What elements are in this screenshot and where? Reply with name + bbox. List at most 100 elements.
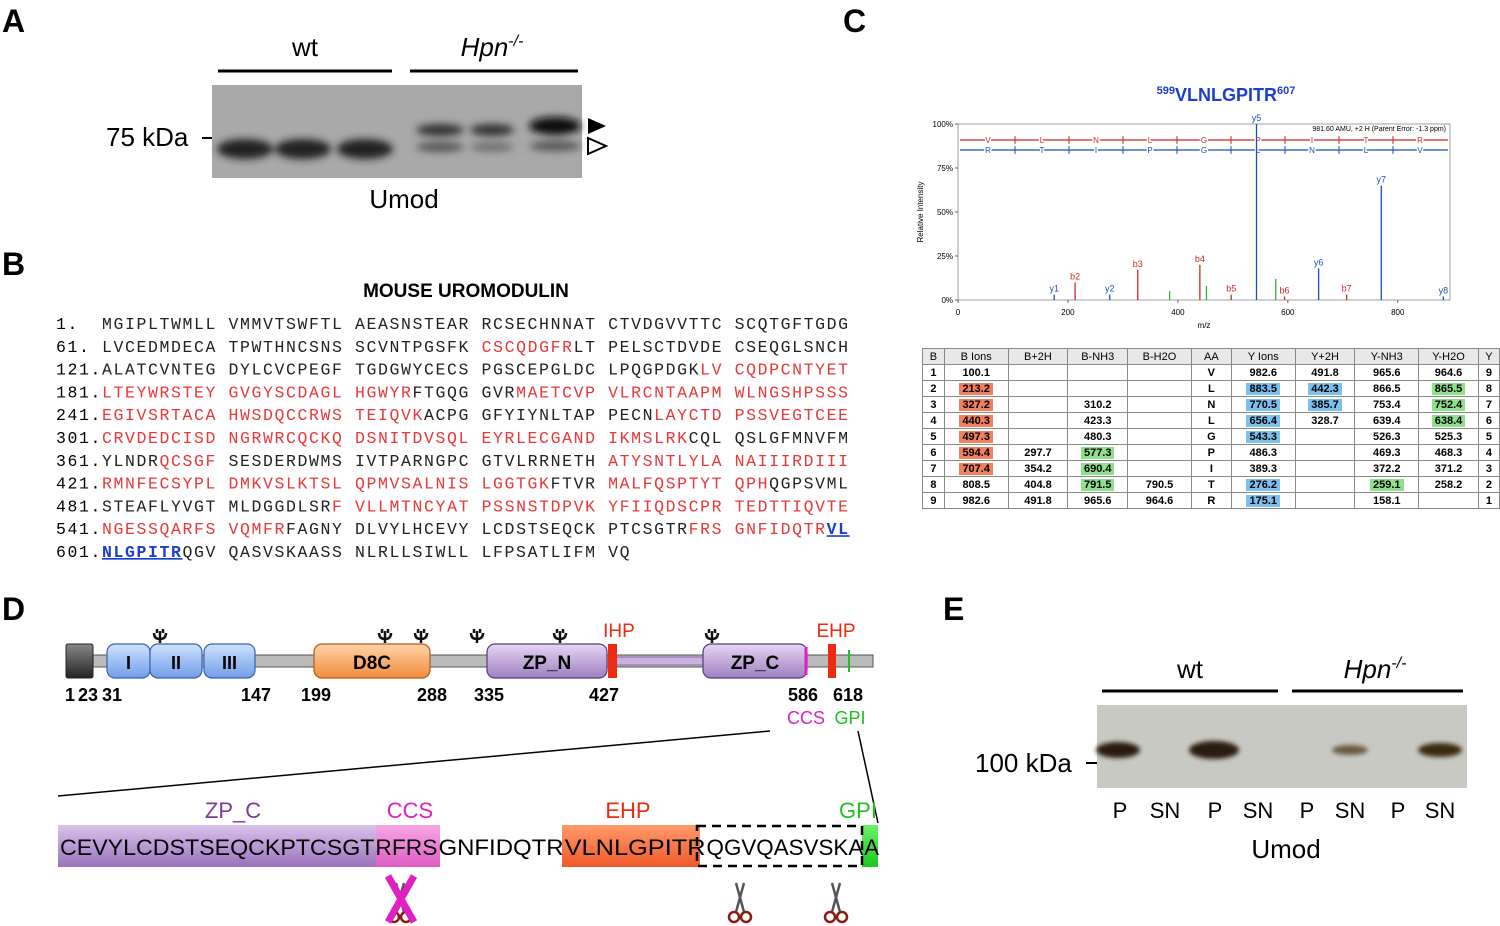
table-cell [1127, 364, 1192, 381]
table-cell: 770.5 [1230, 396, 1296, 413]
table-cell: 577.3 [1067, 444, 1129, 461]
ladder-residue: I [1311, 136, 1313, 145]
cell-text: 753.4 [1372, 398, 1401, 411]
cell-text: 526.3 [1372, 430, 1401, 443]
group-label: wt [1176, 654, 1204, 684]
x-tick-label: 0 [956, 308, 961, 317]
table-cell: 1 [922, 364, 945, 381]
table-cell: V [1190, 364, 1232, 381]
gpi-label: GPI [834, 708, 865, 728]
table-cell [1127, 460, 1192, 477]
table-cell [1127, 412, 1192, 429]
table-cell [1294, 492, 1356, 509]
x-axis-label: m/z [1198, 321, 1211, 330]
band [1096, 742, 1140, 758]
table-cell: 468.3 [1418, 444, 1479, 461]
glycan [469, 629, 485, 643]
panel-b: MOUSE UROMODULIN 1. MGIPLTWMLL VMMVTSWFTL… [56, 281, 850, 562]
table-row: 9 982.6 491.8 965.6 964.6 R 175.1 158.1 1 [922, 492, 1500, 509]
table-cell [1127, 428, 1192, 445]
header-cell: Y Ions [1230, 348, 1296, 365]
cell-text: T [1207, 478, 1215, 491]
position-label: 618 [833, 685, 863, 705]
sequence-segment: ACPG GFYIYNLTAP PECN [424, 406, 654, 425]
blot [1097, 705, 1467, 788]
cell-text: 707.4 [959, 462, 993, 475]
table-cell: 9 [1477, 364, 1500, 381]
cell-text: 690.4 [1080, 462, 1115, 475]
arrowhead [588, 118, 606, 134]
cell-text: 327.2 [959, 398, 993, 411]
cell-text: 982.6 [1249, 366, 1277, 379]
table-row: 2 213.2 L 883.5 442.3 866.5 865.5 8 [922, 380, 1500, 397]
ladder-residue: R [985, 146, 991, 155]
lane-label: P [1113, 798, 1128, 823]
sequence-line: LTEYWRSTEY GVGYSCDAGL HGWYRFTGQG GVRMAET… [102, 383, 850, 402]
table-cell [1007, 364, 1069, 381]
sequence-segment: RMNFECSYPL DMKVSLKTSL QPMVSALNIS LGGTGK [102, 475, 551, 494]
ehp-bar [828, 644, 836, 678]
panel-label: A [2, 3, 25, 39]
scissors-handle [739, 910, 753, 924]
lane-label: SN [1425, 798, 1456, 823]
arrowhead [587, 136, 609, 156]
domain-label: ZP_C [731, 653, 780, 674]
line-number: 481. [56, 497, 102, 516]
table-cell [1127, 444, 1192, 461]
cell-text: 982.6 [962, 494, 990, 507]
cell-text: 213.2 [959, 382, 993, 395]
ladder-residue: P [1147, 146, 1152, 155]
cell-text: P [1207, 446, 1216, 459]
gpi-box [862, 825, 878, 867]
group-name: Hpn [461, 32, 509, 62]
cell-text: 371.2 [1434, 462, 1463, 475]
cell-text: 468.3 [1434, 446, 1463, 459]
cell-text: 865.5 [1431, 382, 1466, 395]
ihp-bar [608, 644, 617, 678]
ladder-residue: N [1309, 146, 1315, 155]
table-cell: 656.4 [1230, 412, 1296, 429]
header-cell: Y+2H [1294, 348, 1356, 365]
position-label: 199 [301, 685, 331, 705]
peak-label: y6 [1314, 257, 1324, 267]
table-cell: 497.3 [943, 428, 1009, 445]
peak-label: b2 [1070, 271, 1080, 281]
table-cell: 2 [922, 380, 945, 397]
zoom-label: EHP [605, 798, 650, 823]
ehp-box [562, 825, 700, 867]
table-cell: 423.3 [1067, 412, 1129, 429]
header-cell: Y-H2O [1418, 348, 1479, 365]
sequence-segment: FTGQG GVR [413, 383, 517, 402]
sequence-segment: FTVR [551, 475, 609, 494]
table-cell: 259.1 [1354, 476, 1420, 493]
table-cell [1418, 492, 1479, 509]
zoom-label: GPI [839, 798, 877, 823]
ccs-box [376, 825, 440, 867]
cell-text: I [1209, 462, 1213, 475]
cell-text: 5 [930, 430, 937, 443]
peak-label: b4 [1195, 254, 1205, 264]
table-cell: I [1190, 460, 1232, 477]
domain [203, 643, 256, 679]
peak-label: b6 [1280, 285, 1290, 295]
sequence-segment: LT PELSCTDVDE CSEQGLSNCH [574, 338, 850, 357]
zoom-sequence: GNFIDQTR [438, 835, 563, 860]
table-cell: P [1190, 444, 1232, 461]
line-number: 121. [56, 361, 102, 380]
sequence-segment: CQL QSLGFMNVFM [689, 429, 850, 448]
sequence-line: MGIPLTWMLL VMMVTSWFTL AEASNSTEAR RCSECHN… [102, 315, 850, 334]
table-cell: 480.3 [1067, 428, 1129, 445]
table-cell: 100.1 [943, 364, 1009, 381]
sequence-line: CRVDEDCISD NGRWRCQCKQ DSNITDVSQL EYRLECG… [102, 429, 850, 448]
header-cell: B-NH3 [1067, 348, 1129, 365]
ladder-residue: T [1040, 146, 1045, 155]
table-cell: 4 [1477, 444, 1500, 461]
line-number: 601. [56, 543, 102, 562]
line-number: 541. [56, 520, 102, 539]
table-cell: 638.4 [1418, 412, 1479, 429]
cell-text: 525.3 [1434, 430, 1463, 443]
table-cell: 982.6 [943, 492, 1009, 509]
domain-label: ZP_N [523, 653, 572, 674]
